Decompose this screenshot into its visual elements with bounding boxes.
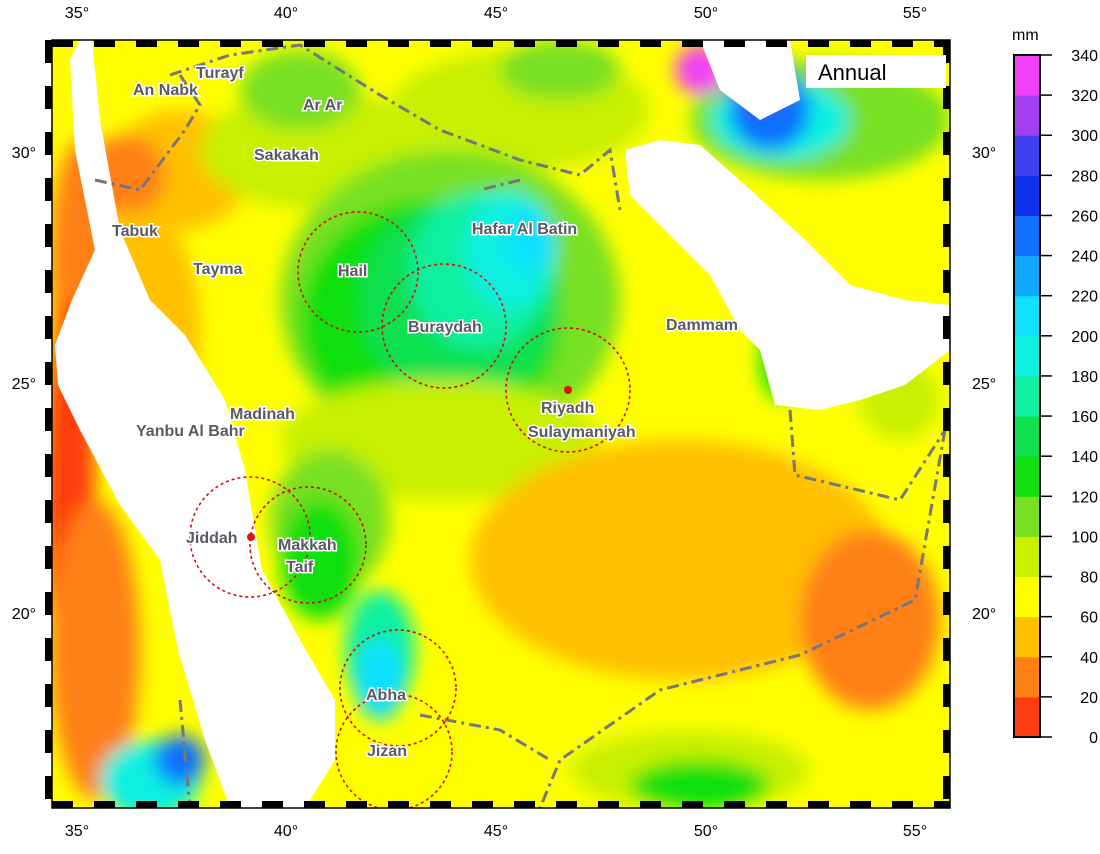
- red-sea: [55, 40, 335, 808]
- colorbar-tick-label: 280: [1071, 168, 1098, 185]
- colorbar-swatch: [1014, 696, 1040, 738]
- colorbar-tick-label: 0: [1089, 730, 1098, 747]
- city-label: Riyadh: [541, 400, 594, 417]
- city-label: Yanbu Al Bahr: [136, 423, 245, 440]
- rainfall-patch: [280, 500, 360, 620]
- lon-tick-label: 50°: [694, 823, 718, 840]
- colorbar-swatch: [1014, 255, 1040, 297]
- rainfall-patch: [470, 440, 890, 680]
- colorbar-tick-label: 300: [1071, 128, 1098, 145]
- city-label: Jizan: [367, 743, 407, 760]
- study-radius-circle: [339, 629, 457, 747]
- rainfall-patch: [155, 735, 205, 785]
- lon-tick-label: 50°: [694, 5, 718, 22]
- city-label: Tayma: [193, 261, 243, 278]
- lon-tick-label: 55°: [903, 823, 927, 840]
- rainfall-patch: [505, 210, 555, 270]
- lon-tick-label: 45°: [484, 5, 508, 22]
- colorbar: 0 20 40 60 80 100 120 140 160 180 200 220 240 260 280 3…: [1013, 48, 1098, 747]
- city-label: Tabuk: [112, 223, 158, 240]
- lat-tick-label: 25°: [12, 376, 36, 393]
- study-radius-circle: [381, 263, 507, 389]
- title-text: Annual: [818, 60, 887, 85]
- colorbar-swatch: [1014, 536, 1040, 578]
- study-radius-circle: [335, 693, 453, 808]
- lon-tick-label: 35°: [65, 5, 89, 22]
- colorbar-tick-label: 200: [1071, 329, 1098, 346]
- colorbar-swatch: [1014, 135, 1040, 176]
- colorbar-swatch: [1014, 95, 1040, 136]
- jiddah-marker: [247, 533, 255, 541]
- city-label: An Nabk: [133, 82, 198, 99]
- colorbar-tick-label: 160: [1071, 409, 1098, 426]
- colorbar-tick-label: 120: [1071, 489, 1098, 506]
- colorbar-tick-label: 40: [1080, 650, 1098, 667]
- persian-gulf: [625, 140, 950, 410]
- riyadh-marker: [564, 386, 572, 394]
- study-radius-circle: [189, 476, 311, 598]
- rainfall-patch: [630, 760, 770, 808]
- study-radius-circle: [505, 327, 631, 453]
- lon-tick-label: 35°: [65, 823, 89, 840]
- city-label: Dammam: [666, 317, 738, 334]
- colorbar-swatch: [1014, 335, 1040, 377]
- city-label: Sakakah: [254, 147, 319, 164]
- lon-tick-label: 45°: [484, 823, 508, 840]
- rainfall-patch: [240, 50, 360, 130]
- city-label: Hail: [338, 263, 367, 280]
- title-box: [806, 55, 946, 88]
- rainfall-patch: [500, 40, 620, 100]
- lat-tick-label: 25°: [972, 376, 996, 393]
- colorbar-tick-label: 20: [1080, 690, 1098, 707]
- city-label: Jiddah: [186, 530, 238, 547]
- colorbar-tick-label: 80: [1080, 570, 1098, 587]
- colorbar-swatch: [1014, 295, 1040, 337]
- city-label: Turayf: [196, 65, 244, 82]
- colorbar-tick-label: 140: [1071, 449, 1098, 466]
- rainfall-patch: [52, 500, 140, 800]
- colorbar-swatch: [1014, 55, 1040, 96]
- colorbar-swatch: [1014, 496, 1040, 537]
- colorbar-unit: mm: [1012, 27, 1039, 44]
- city-label: Makkah: [278, 537, 337, 554]
- city-label: Buraydah: [408, 319, 482, 336]
- colorbar-tick-label: 220: [1071, 289, 1098, 306]
- lon-tick-label: 40°: [274, 5, 298, 22]
- colorbar-tick-label: 320: [1071, 88, 1098, 105]
- colorbar-swatch: [1014, 175, 1040, 216]
- colorbar-tick-label: 260: [1071, 208, 1098, 225]
- colorbar-swatch: [1014, 656, 1040, 698]
- lat-tick-label: 20°: [972, 606, 996, 623]
- rainfall-patch: [800, 530, 940, 710]
- colorbar-tick-label: 340: [1071, 48, 1098, 65]
- colorbar-tick-label: 60: [1080, 610, 1098, 627]
- colorbar-swatch: [1014, 375, 1040, 417]
- city-label: Hafar Al Batin: [472, 221, 577, 238]
- colorbar-swatch: [1014, 416, 1040, 457]
- lat-tick-label: 30°: [972, 145, 996, 162]
- city-label: Sulaymaniyah: [528, 424, 636, 441]
- city-label: Madinah: [230, 406, 295, 423]
- lon-tick-label: 55°: [903, 5, 927, 22]
- colorbar-swatch: [1014, 215, 1040, 257]
- boundaries: [94, 43, 947, 808]
- city-label: Abha: [366, 687, 406, 704]
- colorbar-tick-label: 240: [1071, 249, 1098, 266]
- colorbar-swatch: [1014, 616, 1040, 658]
- lat-tick-label: 30°: [12, 145, 36, 162]
- colorbar-tick-label: 100: [1071, 529, 1098, 546]
- study-radius-circle: [297, 211, 419, 333]
- colorbar-swatch: [1014, 576, 1040, 618]
- lon-tick-label: 40°: [274, 823, 298, 840]
- colorbar-swatch: [1014, 456, 1040, 497]
- city-label: Ar Ar: [303, 97, 342, 114]
- study-radius-circle: [249, 486, 367, 604]
- lat-tick-label: 20°: [12, 606, 36, 623]
- colorbar-tick-label: 180: [1071, 369, 1098, 386]
- rainfall-patch: [355, 640, 405, 720]
- city-label: Taif: [286, 559, 314, 576]
